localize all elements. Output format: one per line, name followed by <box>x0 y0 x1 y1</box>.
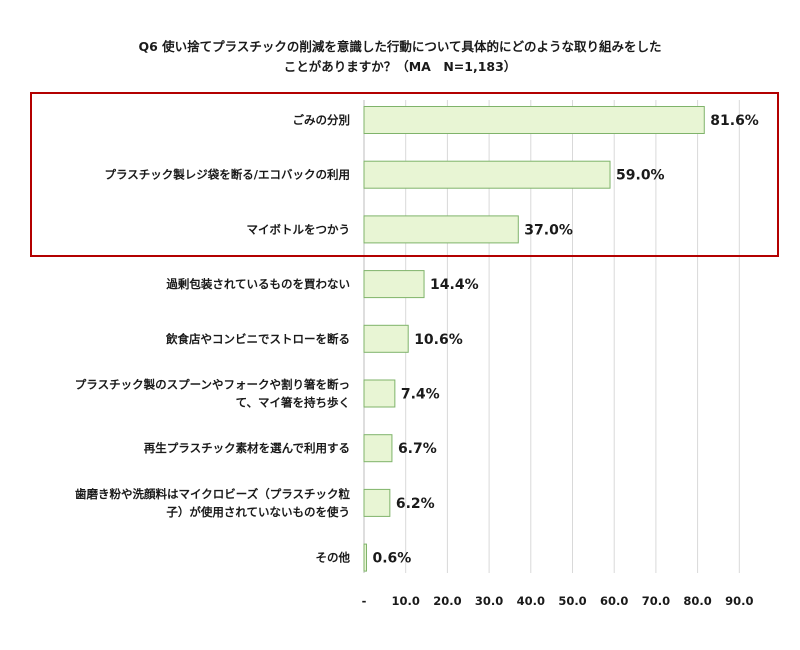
x-tick-label: 40.0 <box>517 594 545 608</box>
bar <box>363 434 393 463</box>
category-label: 歯磨き粉や洗顔料はマイクロビーズ（プラスチック粒 <box>75 487 350 501</box>
x-tick-label: 80.0 <box>683 594 711 608</box>
x-tick-label: 60.0 <box>600 594 628 608</box>
data-label: 81.6% <box>710 113 759 129</box>
chart-title-line-1: Q6 使い捨てプラスチックの削減を意識した行動について具体的にどのような取り組み… <box>138 39 662 54</box>
category-label: 過剰包装されているものを買わない <box>165 277 350 291</box>
data-label: 37.0% <box>524 222 573 238</box>
x-tick-label: 90.0 <box>725 594 753 608</box>
x-tick-label: 30.0 <box>475 594 503 608</box>
data-label: 7.4% <box>401 387 440 403</box>
x-tick-label: 10.0 <box>392 594 420 608</box>
x-tick-label: - <box>362 594 367 608</box>
bar <box>363 543 368 572</box>
data-label: 14.4% <box>430 277 479 293</box>
bar <box>363 379 396 408</box>
category-label: 飲食店やコンビニでストローを断る <box>165 332 350 346</box>
category-label: プラスチック製レジ袋を断る/エコバックの利用 <box>105 168 350 182</box>
data-label: 59.0% <box>616 168 665 184</box>
category-label: 再生プラスチック素材を選んで利用する <box>144 441 350 455</box>
bar <box>363 270 425 299</box>
x-tick-label: 70.0 <box>642 594 670 608</box>
bar <box>363 324 409 353</box>
bar <box>363 106 705 134</box>
category-label: ごみの分別 <box>293 113 351 127</box>
chart-title-line-2: ことがありますか？（MA N=1,183） <box>283 59 517 74</box>
category-label: その他 <box>316 551 351 565</box>
data-label: 10.6% <box>414 332 463 348</box>
bar <box>363 488 391 517</box>
data-label: 6.2% <box>396 496 435 512</box>
category-label: プラスチック製のスプーンやフォークや割り箸を断っ <box>75 378 350 392</box>
x-tick-label: 50.0 <box>558 594 586 608</box>
category-label: 子）が使用されていないものを使う <box>166 505 350 519</box>
highlight-box <box>30 92 779 257</box>
x-tick-label: 20.0 <box>433 594 461 608</box>
data-label: 6.7% <box>398 441 437 457</box>
category-label: マイボトルをつかう <box>247 222 351 236</box>
bar <box>363 215 519 244</box>
bar <box>363 160 611 189</box>
data-label: 0.6% <box>373 551 412 567</box>
category-label: て、マイ箸を持ち歩く <box>236 396 350 410</box>
